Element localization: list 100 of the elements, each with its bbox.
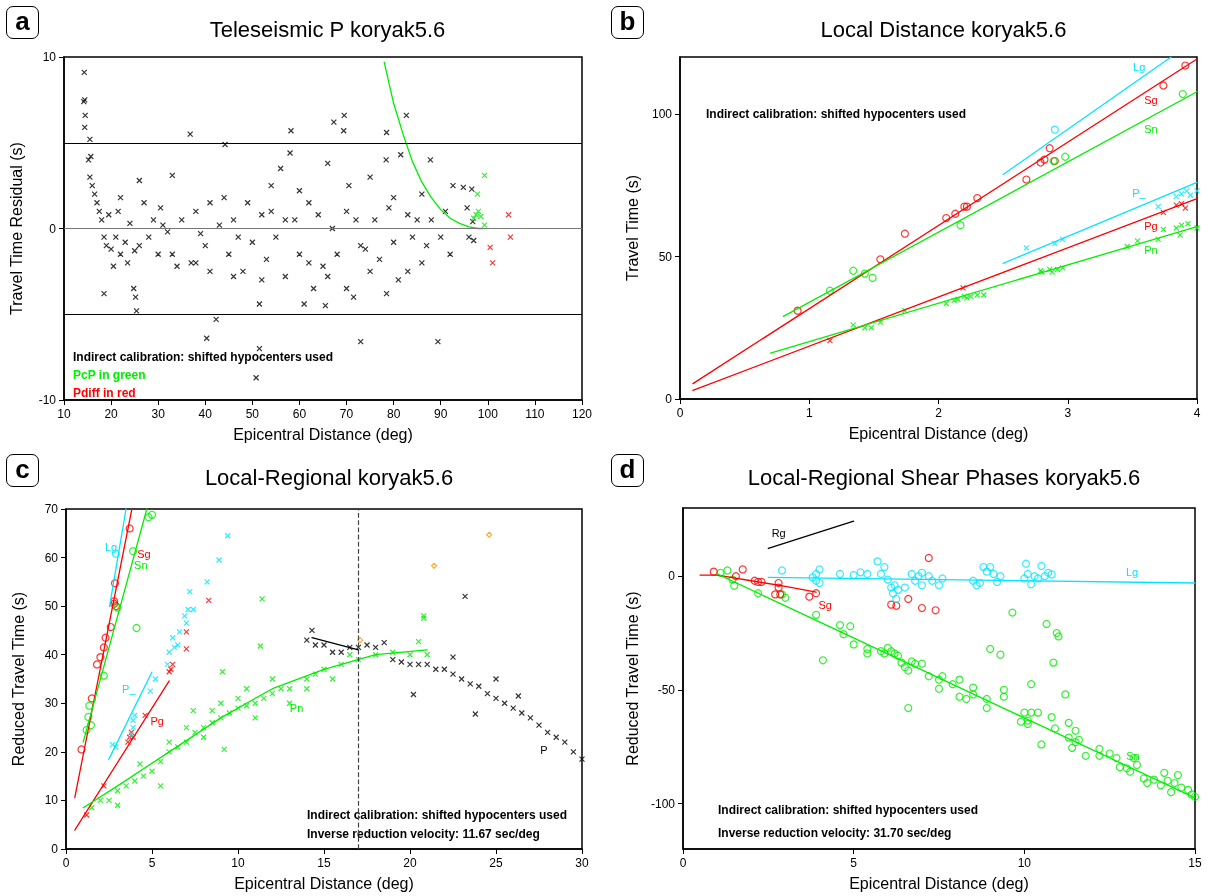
y-tick-label: 20	[44, 744, 59, 759]
chart-title: Local-Regional Shear Phases koryak5.6	[747, 464, 1141, 490]
y-tick-label: 0	[665, 392, 673, 406]
point	[876, 569, 886, 579]
point	[951, 209, 960, 218]
y-tick-label: 10	[44, 793, 59, 808]
point	[849, 266, 858, 275]
point	[893, 585, 903, 594]
point	[1027, 580, 1036, 589]
series-label: Pn	[289, 701, 304, 714]
y-tick-label: 60	[44, 550, 59, 565]
x-tick-label: 5	[850, 856, 858, 870]
point	[461, 593, 469, 600]
y-tick-label: -100	[650, 796, 676, 811]
point	[243, 702, 250, 709]
point	[1022, 175, 1031, 184]
x-tick-label: 20	[104, 407, 119, 421]
x-tick-label: 30	[575, 856, 589, 870]
point	[917, 568, 927, 577]
annotation: Indirect calibration: shifted hypocenters used	[307, 808, 568, 822]
point	[99, 643, 108, 652]
x-axis-title: Epicentral Distance (deg)	[848, 424, 1029, 442]
point	[860, 269, 869, 278]
series-label: P_	[122, 683, 137, 696]
point	[815, 565, 824, 574]
series-label: P_	[1132, 187, 1147, 200]
series-label: Pg	[150, 714, 164, 727]
x-tick-label: 40	[198, 407, 213, 421]
point	[286, 685, 293, 692]
point	[1050, 125, 1059, 134]
point	[880, 563, 889, 572]
point	[861, 324, 868, 331]
x-axis-title: Epicentral Distance (deg)	[233, 425, 413, 443]
x-axis-title: Epicentral Distance (deg)	[849, 874, 1029, 892]
point	[1178, 222, 1185, 229]
point	[83, 811, 90, 819]
point	[856, 568, 865, 577]
point	[812, 576, 821, 585]
x-tick-label: 120	[571, 407, 593, 421]
point	[924, 553, 933, 563]
point	[757, 577, 766, 586]
point	[487, 244, 494, 251]
point	[850, 321, 857, 328]
y-tick-label: 50	[44, 599, 59, 614]
point	[131, 777, 138, 785]
point	[86, 721, 96, 730]
point	[1037, 561, 1046, 571]
point	[876, 255, 885, 264]
point	[1155, 203, 1162, 210]
point	[183, 628, 190, 635]
point	[931, 606, 940, 615]
point	[986, 563, 995, 572]
x-tick-label: 30	[151, 407, 166, 421]
series-label: P	[540, 744, 548, 757]
series-label: Sn	[1144, 122, 1158, 135]
y-axis-title: Reduced Travel Time (s)	[623, 591, 641, 766]
point	[518, 709, 525, 717]
point	[132, 623, 141, 633]
point	[209, 707, 216, 714]
point	[1023, 244, 1030, 252]
point	[815, 578, 824, 588]
point	[888, 589, 898, 598]
point	[1178, 89, 1187, 99]
chart-title: Local Distance koryak5.6	[820, 16, 1067, 42]
point	[243, 685, 250, 692]
point	[234, 695, 242, 702]
point	[793, 306, 802, 315]
point	[277, 685, 285, 692]
point	[570, 748, 577, 755]
point	[125, 524, 134, 533]
series-label: Sg	[1144, 94, 1158, 106]
point	[1187, 192, 1194, 199]
point	[114, 787, 121, 794]
point	[1030, 572, 1039, 581]
y-tick-label: -50	[657, 682, 676, 697]
point	[1184, 220, 1192, 227]
chart-title: Local-Regional koryak5.6	[204, 464, 454, 490]
annotation: Indirect calibration: shifted hypocenters used	[73, 350, 334, 364]
point	[805, 592, 814, 601]
point	[257, 642, 264, 650]
point	[835, 569, 845, 579]
series-label: Pn	[1144, 243, 1158, 256]
point	[398, 658, 405, 666]
point	[1020, 574, 1029, 583]
point	[992, 577, 1002, 586]
point	[507, 233, 514, 241]
point	[381, 639, 388, 646]
annotation: Inverse reduction velocity: 11.67 sec/deg	[307, 827, 540, 841]
point	[406, 661, 414, 668]
x-tick-label: 60	[292, 407, 307, 421]
point	[308, 627, 316, 634]
point	[505, 211, 512, 218]
point	[106, 622, 115, 632]
x-axis-title: Epicentral Distance (deg)	[234, 874, 414, 892]
point	[1159, 81, 1168, 90]
point	[934, 581, 944, 590]
annotation: Indirect calibration: shifted hypocenters used	[706, 107, 967, 121]
point	[774, 578, 783, 588]
point	[140, 773, 147, 780]
point	[975, 578, 985, 588]
